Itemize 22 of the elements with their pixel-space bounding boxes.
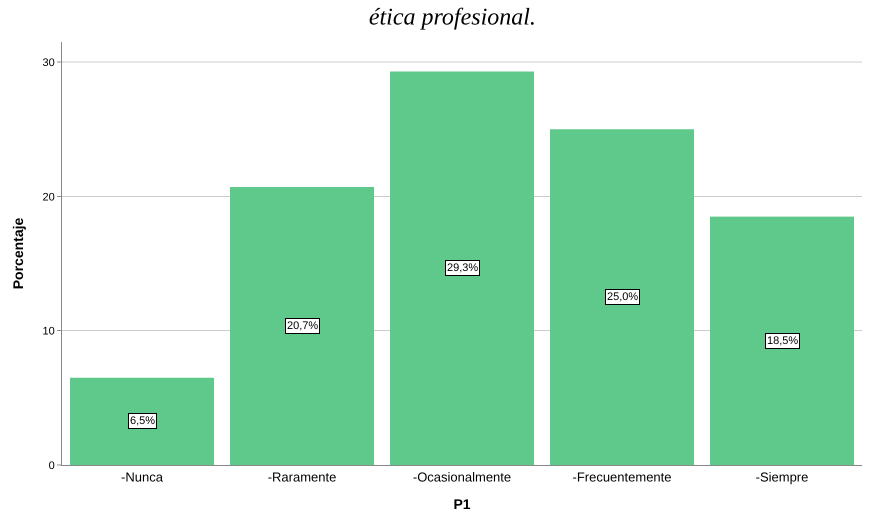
- y-tick-label: 10: [42, 326, 55, 338]
- x-tick-label: -Ocasionalmente: [412, 470, 512, 485]
- bar: [390, 72, 534, 465]
- y-tick-label: 20: [42, 191, 55, 204]
- x-tick-label: -Raramente: [268, 470, 336, 485]
- data-label: 25,0%: [607, 291, 638, 303]
- x-axis-title: P1: [453, 496, 471, 512]
- chart-title: ética profesional.: [368, 4, 536, 31]
- data-label: 18,5%: [767, 335, 798, 347]
- y-axis-title: Porcentaje: [10, 217, 26, 290]
- x-tick-label: -Frecuentemente: [572, 470, 672, 485]
- y-tick-label: 30: [42, 56, 55, 69]
- x-tick-label: -Nunca: [121, 470, 164, 485]
- data-label: 29,3%: [447, 262, 478, 274]
- x-tick-label: -Siempre: [756, 470, 808, 485]
- y-tick-label: 0: [48, 460, 55, 472]
- data-label: 6,5%: [130, 415, 156, 427]
- bar: [230, 187, 374, 465]
- data-label: 20,7%: [287, 320, 318, 332]
- bar: [550, 129, 694, 465]
- bar: [710, 216, 854, 465]
- bar: [70, 378, 214, 465]
